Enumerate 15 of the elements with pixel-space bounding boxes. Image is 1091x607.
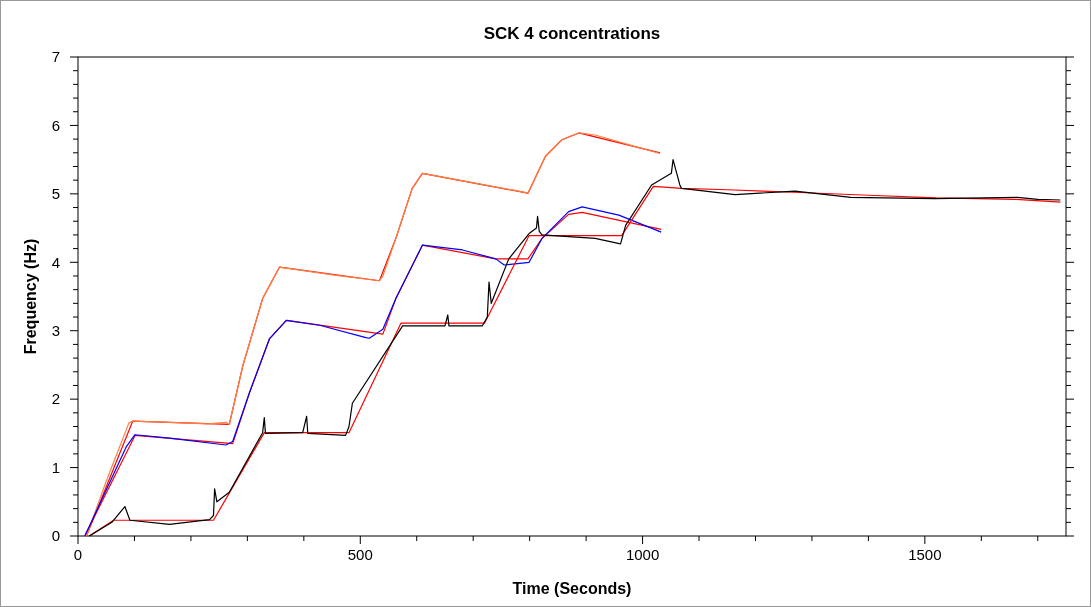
y-tick-label: 2 <box>51 390 61 408</box>
y-tick-label: 0 <box>51 527 61 545</box>
x-axis-title: Time (Seconds) <box>512 580 632 597</box>
y-tick-label: 7 <box>51 48 61 66</box>
x-tick-label: 1000 <box>625 546 660 563</box>
y-tick-label: 3 <box>51 321 61 339</box>
x-tick-label: 0 <box>73 546 83 563</box>
y-axis-title: Frequency (Hz) <box>22 238 39 355</box>
chart-title: SCK 4 concentrations <box>483 24 661 43</box>
y-tick-label: 1 <box>51 458 61 476</box>
y-tick-label: 6 <box>51 116 61 134</box>
y-tick-label: 4 <box>51 253 61 271</box>
y-tick-label: 5 <box>51 185 61 203</box>
x-tick-label: 1500 <box>908 546 942 563</box>
x-tick-label: 500 <box>347 546 373 563</box>
